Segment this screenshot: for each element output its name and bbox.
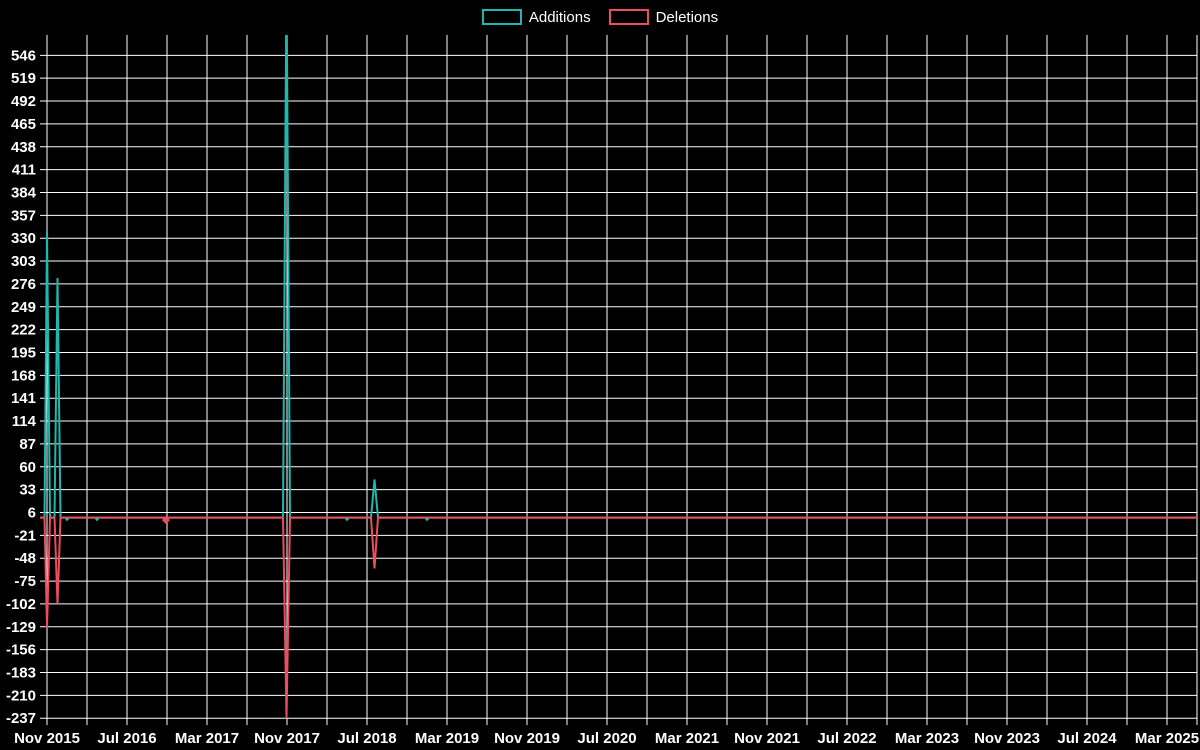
x-tick-label: Mar 2023 bbox=[895, 730, 959, 747]
y-tick-label: 33 bbox=[19, 482, 36, 499]
y-tick-label: 357 bbox=[11, 207, 36, 224]
data-point-marker bbox=[345, 517, 349, 522]
y-tick-label: -48 bbox=[14, 550, 36, 567]
x-tick-label: Jul 2018 bbox=[337, 730, 396, 747]
x-tick-label: Nov 2023 bbox=[974, 730, 1040, 747]
x-tick-label: Jul 2024 bbox=[1057, 730, 1117, 747]
x-tick-label: Mar 2017 bbox=[175, 730, 239, 747]
x-tick-label: Nov 2021 bbox=[734, 730, 800, 747]
y-tick-label: -183 bbox=[6, 665, 36, 682]
data-point-marker bbox=[162, 516, 170, 525]
y-tick-label: -156 bbox=[6, 642, 36, 659]
legend-item-additions[interactable]: Additions bbox=[481, 8, 591, 26]
additions-swatch bbox=[481, 9, 522, 25]
y-tick-label: 276 bbox=[11, 276, 36, 293]
y-tick-label: 141 bbox=[11, 390, 36, 407]
y-tick-label: 6 bbox=[28, 504, 36, 521]
deletions-line bbox=[40, 516, 1197, 719]
y-tick-label: 222 bbox=[11, 322, 36, 339]
additions-line bbox=[40, 35, 1197, 519]
x-tick-label: Nov 2015 bbox=[14, 730, 80, 747]
x-tick-label: Mar 2021 bbox=[655, 730, 719, 747]
data-point-marker bbox=[65, 517, 69, 522]
y-tick-label: 465 bbox=[11, 116, 36, 133]
legend-label-additions: Additions bbox=[528, 8, 591, 26]
y-tick-label: 87 bbox=[19, 436, 36, 453]
data-point-marker bbox=[95, 517, 99, 522]
y-tick-label: -75 bbox=[14, 573, 36, 590]
y-tick-label: 249 bbox=[11, 299, 36, 316]
x-tick-label: Nov 2017 bbox=[254, 730, 320, 747]
x-tick-label: Mar 2025 bbox=[1135, 730, 1199, 747]
x-tick-label: Jul 2016 bbox=[97, 730, 156, 747]
y-tick-label: 195 bbox=[11, 344, 36, 361]
y-tick-label: 411 bbox=[12, 162, 36, 179]
y-tick-label: 519 bbox=[11, 70, 36, 87]
data-point-marker bbox=[425, 517, 429, 522]
y-tick-label: 303 bbox=[11, 253, 36, 270]
y-tick-label: 168 bbox=[11, 367, 36, 384]
legend-item-deletions[interactable]: Deletions bbox=[608, 8, 719, 26]
y-tick-label: 384 bbox=[11, 184, 37, 201]
y-tick-label: 330 bbox=[11, 230, 36, 247]
y-tick-label: 546 bbox=[11, 47, 36, 64]
y-tick-label: 60 bbox=[19, 459, 36, 476]
y-tick-label: -102 bbox=[6, 596, 36, 613]
x-tick-label: Jul 2020 bbox=[577, 730, 636, 747]
y-tick-label: 492 bbox=[11, 93, 36, 110]
y-tick-label: 438 bbox=[11, 139, 36, 156]
y-tick-label: -129 bbox=[6, 619, 36, 636]
y-tick-label: 114 bbox=[12, 413, 37, 430]
y-tick-label: -21 bbox=[14, 527, 36, 544]
chart-legend: Additions Deletions bbox=[0, 9, 1200, 25]
deletions-swatch bbox=[608, 9, 649, 25]
y-tick-label: -210 bbox=[6, 687, 36, 704]
x-tick-label: Mar 2019 bbox=[415, 730, 479, 747]
x-tick-label: Jul 2022 bbox=[817, 730, 876, 747]
y-tick-label: -237 bbox=[6, 710, 36, 727]
legend-label-deletions: Deletions bbox=[655, 8, 719, 26]
x-tick-label: Nov 2019 bbox=[494, 730, 560, 747]
